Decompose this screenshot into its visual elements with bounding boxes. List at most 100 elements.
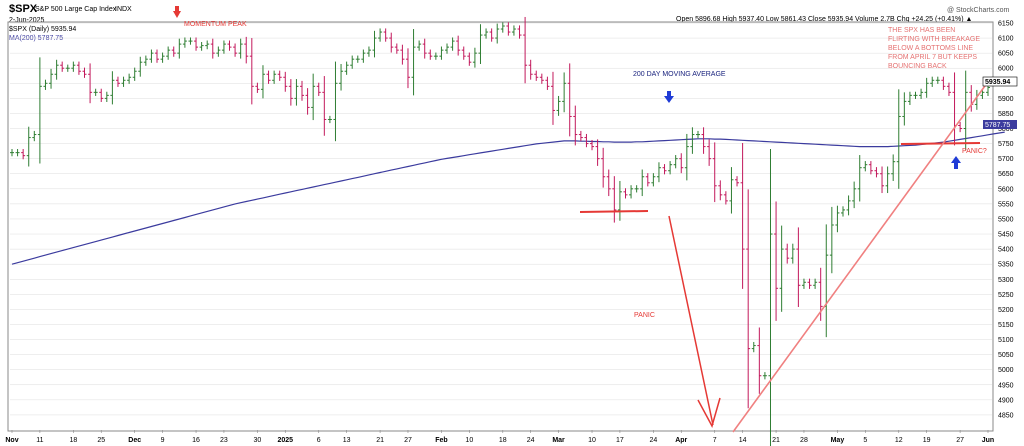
price-bar [813, 278, 818, 289]
x-tick-label: Apr [675, 437, 687, 444]
price-bar [673, 155, 678, 169]
price-bar [701, 127, 706, 154]
price-bar [37, 57, 42, 164]
price-bar [467, 52, 472, 66]
price-bar [104, 91, 109, 102]
price-bar [662, 164, 667, 175]
price-bar [49, 68, 54, 89]
price-bar [852, 181, 857, 209]
price-bar [774, 201, 779, 321]
price-bar [946, 82, 951, 96]
price-bar [21, 149, 26, 160]
support-line-may [900, 142, 981, 145]
x-tick-label: 6 [317, 437, 321, 444]
price-bar [790, 243, 795, 264]
y-tick-label: 5700 [998, 156, 1014, 163]
price-bar [874, 167, 879, 178]
note-line-5: BOUNCING BACK [888, 63, 947, 70]
price-bar [132, 67, 137, 81]
y-tick-label: 5350 [998, 262, 1014, 269]
price-bar [846, 195, 851, 216]
price-bar [422, 38, 427, 59]
price-bar [779, 225, 784, 312]
price-bar [182, 37, 187, 48]
y-tick-label: 5450 [998, 232, 1014, 239]
price-bar [378, 28, 383, 42]
panic-arrow-head-icon [697, 397, 721, 428]
price-bar [857, 155, 862, 202]
price-bar [668, 161, 673, 175]
price-bars [10, 16, 990, 446]
y-tick-label: 5550 [998, 201, 1014, 208]
price-bar [205, 40, 210, 50]
x-tick-label: Dec [128, 437, 141, 444]
x-tick-label: Jun [982, 437, 994, 444]
x-tick-label: 25 [97, 437, 105, 444]
last-price-tag-box [982, 76, 1018, 87]
price-bar [645, 173, 650, 187]
price-bar [461, 46, 466, 60]
price-bar [489, 28, 494, 42]
price-bar [539, 73, 544, 84]
x-tick-label: 21 [376, 437, 384, 444]
price-bar [188, 37, 193, 45]
price-bar [99, 88, 104, 102]
price-bar [143, 55, 148, 66]
price-bar [221, 40, 226, 54]
price-bar [684, 133, 689, 181]
x-tick-label: 27 [404, 437, 412, 444]
last-price-tag: 5935.94 [985, 79, 1010, 86]
price-bar [71, 61, 76, 72]
bottoms-trendline [732, 78, 991, 433]
price-bar [344, 61, 349, 75]
price-bar [216, 46, 221, 57]
price-bar [43, 79, 48, 90]
price-bar [506, 22, 511, 36]
price-bar [523, 16, 528, 84]
price-bar [300, 80, 305, 101]
panic-question-label: PANIC? [962, 148, 987, 155]
price-bar [110, 71, 115, 105]
price-bar [266, 70, 271, 84]
price-bar [935, 76, 940, 84]
price-bar [283, 71, 288, 92]
price-bar [372, 30, 377, 58]
price-bar [439, 46, 444, 60]
price-bar [740, 142, 745, 289]
price-bar [896, 89, 901, 189]
x-tick-label: 11 [36, 437, 43, 444]
price-bar [255, 82, 260, 93]
price-bar [411, 29, 416, 96]
y-tick-label: 5250 [998, 292, 1014, 299]
price-bar [963, 70, 968, 151]
price-bar [433, 52, 438, 60]
price-bar [272, 70, 277, 84]
price-bar [65, 64, 70, 72]
price-bar [801, 278, 806, 289]
price-bar [629, 185, 634, 199]
price-bar [417, 40, 422, 51]
price-bar [227, 40, 232, 51]
price-bar [445, 43, 450, 54]
y-tick-label: 6000 [998, 66, 1014, 73]
x-tick-label: 17 [616, 437, 624, 444]
price-bar [15, 149, 20, 157]
note-line-3: BELOW A BOTTOMS LINE [888, 45, 973, 52]
price-bar [210, 38, 215, 59]
price-bar [383, 28, 388, 42]
x-tick-label: 27 [956, 437, 964, 444]
y-tick-label: 5000 [998, 367, 1014, 374]
price-bar [400, 44, 405, 65]
x-tick-label: 9 [161, 437, 165, 444]
price-bar [484, 28, 489, 39]
x-tick-label: 10 [588, 437, 596, 444]
price-bar [885, 166, 890, 194]
price-bar [796, 227, 801, 307]
price-bar [768, 149, 773, 446]
panic-label: PANIC [634, 312, 655, 319]
y-tick-label: 6150 [998, 21, 1014, 28]
price-bar [233, 43, 238, 57]
price-bar [394, 43, 399, 54]
price-bar [757, 327, 762, 394]
